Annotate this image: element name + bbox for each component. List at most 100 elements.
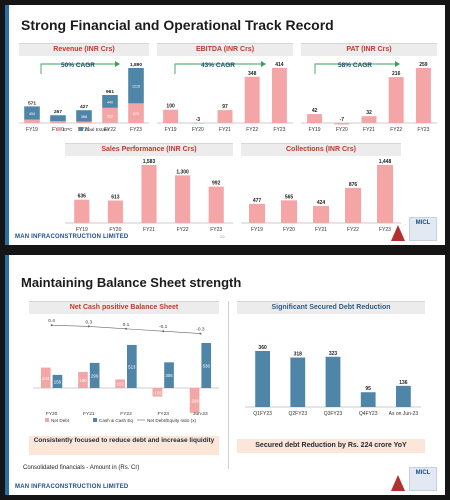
chart2-tick-label: FY20 xyxy=(336,127,348,133)
panel-divider xyxy=(228,301,229,469)
chart4-tick-label: FY22 xyxy=(347,227,359,233)
chart3-value-label: 992 xyxy=(212,181,221,187)
chart1-bar xyxy=(217,110,233,123)
chart3-bar xyxy=(208,186,224,223)
chart1-cagr-arrow xyxy=(174,63,261,74)
chart1-value-label: -3 xyxy=(196,117,201,123)
chart4-tick-label: FY19 xyxy=(251,227,263,233)
chart5-ratio-label: -0.3 xyxy=(196,327,205,333)
micl-logo: MICL xyxy=(409,467,437,491)
chart1-tick-label: FY23 xyxy=(273,127,285,133)
net-cash-chart-title: Net Cash positive Balance Sheet xyxy=(29,301,219,314)
chart3-tick-label: FY20 xyxy=(109,227,121,233)
chart5-bar-netdebt xyxy=(115,379,125,388)
chart6-bar xyxy=(255,351,270,407)
chart3-tick-label: FY23 xyxy=(210,227,222,233)
chart0-tick-label: FY23 xyxy=(130,127,142,133)
chart0-bar-realestate xyxy=(24,106,40,120)
chart5-netdebt-label: 243 xyxy=(42,376,50,381)
chart5-netdebt-label: -102 xyxy=(153,390,162,395)
chart1-tick-label: FY22 xyxy=(246,127,258,133)
chart2-bar xyxy=(334,123,350,125)
chart3-tick-label: FY21 xyxy=(143,227,155,233)
chart5-ratio-label: 0.3 xyxy=(85,319,92,325)
chart0-tick-label: FY22 xyxy=(104,127,116,133)
chart3-bar xyxy=(175,175,191,223)
chart4-bar xyxy=(281,200,297,223)
chart0-total-label: 571 xyxy=(28,100,36,106)
chart0-legend-re-swatch xyxy=(79,127,83,131)
chart0-bar-epc xyxy=(76,121,92,123)
chart0-re-label: 1215 xyxy=(132,85,140,89)
chart5-netdebt-label: 190 xyxy=(79,378,87,383)
slide-title: Strong Financial and Operational Track R… xyxy=(21,17,334,33)
chart0-bar-realestate xyxy=(102,95,118,108)
chart0-legend-epc: EPC xyxy=(63,127,73,132)
chart5-cash-label: 513 xyxy=(128,364,136,369)
chart5-ratio-label: 0.4 xyxy=(48,318,55,324)
chart2-tick-label: FY21 xyxy=(363,127,375,133)
micl-logo-text: MICL xyxy=(415,220,431,226)
chart1-bar xyxy=(244,76,260,123)
chart5-legend-ratio: Net Debt/Equity ratio (x) xyxy=(147,418,196,423)
chart4-bar xyxy=(377,165,393,223)
chart5-ratio-point xyxy=(87,325,90,328)
chart3-value-label: 1,583 xyxy=(143,159,156,165)
chart0-bar-realestate xyxy=(50,115,66,122)
chart5-bar-netdebt xyxy=(189,388,200,413)
chart6-tick-label: Q1FY23 xyxy=(253,411,272,417)
chart2-tick-label: FY19 xyxy=(309,127,321,133)
chart5-ratio-label: -0.1 xyxy=(159,324,168,330)
chart4-value-label: 565 xyxy=(285,194,294,200)
liquidity-note: Consistently focused to reduce debt and … xyxy=(29,436,219,455)
sales-chart-title: Sales Performance (INR Crs) xyxy=(65,143,233,156)
chart1-tick-label: FY21 xyxy=(219,127,231,133)
balance-sheet-charts: 243 156 FY20 0.4 190 299 FY21 0.3 102 513 FY22 0.1 -… xyxy=(33,318,421,423)
chart2-tick-label: FY23 xyxy=(417,127,429,133)
chart5-bar-cash xyxy=(164,362,174,388)
chart6-tick-label: Q4FY23 xyxy=(359,411,378,417)
chart6-value-label: 360 xyxy=(258,345,267,351)
chart6-value-label: 323 xyxy=(329,351,338,357)
chart1-value-label: 100 xyxy=(166,104,175,110)
chart5-legend-debt-swatch xyxy=(45,418,49,422)
chart3-bar xyxy=(74,199,90,223)
chart2-cagr-text: 58% CAGR xyxy=(338,62,372,69)
chart1-tick-label: FY19 xyxy=(165,127,177,133)
chart0-bar-epc xyxy=(24,119,40,123)
chart0-bar-realestate xyxy=(76,110,92,122)
chart6-bar xyxy=(325,356,341,407)
chart5-netdebt-label: -296 xyxy=(190,398,199,403)
chart4-tick-label: FY20 xyxy=(283,227,295,233)
chart0-bar-epc xyxy=(102,107,118,123)
chart5-cash-label: 299 xyxy=(91,373,99,378)
chart5-netdebt-label: 102 xyxy=(116,382,124,387)
chart0-tick-label: FY21 xyxy=(78,127,90,133)
chart5-tick-label: FY23 xyxy=(157,411,169,417)
chart2-value-label: 259 xyxy=(419,62,428,68)
chart6-value-label: 136 xyxy=(399,380,408,386)
chart2-bar xyxy=(415,68,431,123)
chart2-value-label: 216 xyxy=(392,71,401,77)
chart5-legend-cash: Cash & Cash Eq xyxy=(99,418,133,423)
chart6-bar xyxy=(396,385,411,407)
chart5-tick-label: Jun-23 xyxy=(193,411,208,417)
chart0-bar-epc xyxy=(128,103,144,123)
chart4-value-label: 424 xyxy=(317,200,326,206)
chart6-tick-label: Q3FY23 xyxy=(324,411,343,417)
pat-chart-title: PAT (INR Crs) xyxy=(301,43,437,56)
chart4-bar xyxy=(249,203,265,223)
chart3-bar xyxy=(107,200,123,223)
chart4-tick-label: FY23 xyxy=(379,227,391,233)
chart1-bar xyxy=(190,123,206,124)
chart2-tick-label: FY22 xyxy=(390,127,402,133)
page-number: 20 xyxy=(220,234,225,239)
chart0-legend-re: Real Estate xyxy=(85,127,109,132)
chart6-value-label: 318 xyxy=(294,352,303,358)
chart6-value-label: 95 xyxy=(365,386,371,392)
ebitda-chart-title: EBITDA (INR Crs) xyxy=(157,43,293,56)
chart1-bar xyxy=(271,68,287,123)
chart2-cagr-arrow xyxy=(314,63,395,74)
company-footer: MAN INFRACONSTRUCTION LIMITED xyxy=(15,484,129,490)
chart0-epc-label: 522 xyxy=(107,114,113,118)
